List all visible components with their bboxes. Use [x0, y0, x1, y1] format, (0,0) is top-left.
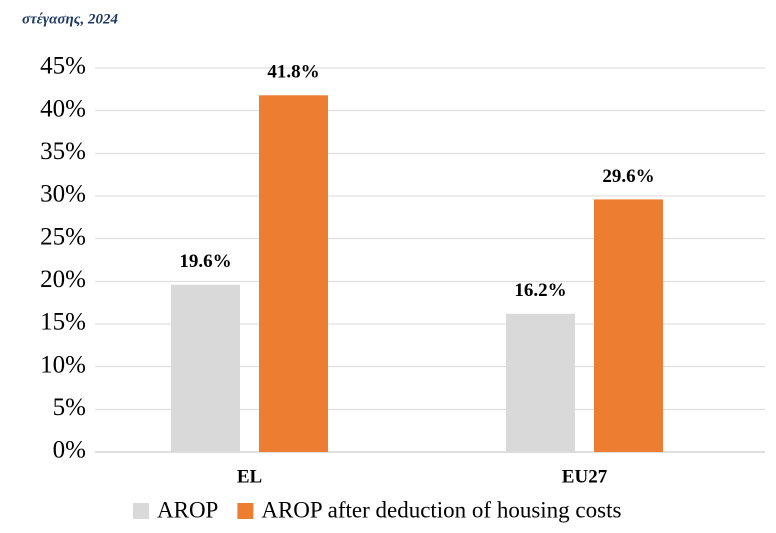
chart-title: στέγασης, 2024 — [22, 11, 118, 27]
bar — [171, 284, 240, 452]
legend-label: AROP — [157, 497, 218, 522]
y-tick-label: 20% — [40, 266, 86, 293]
value-label: 16.2% — [514, 280, 566, 301]
value-label: 19.6% — [179, 251, 231, 272]
legend-label: AROP after deduction of housing costs — [261, 497, 621, 522]
y-tick-label: 35% — [40, 138, 86, 165]
value-label: 29.6% — [602, 166, 654, 187]
bar — [594, 199, 663, 452]
legend-swatch — [237, 503, 254, 519]
y-tick-label: 25% — [40, 223, 86, 250]
x-tick-label: EU27 — [562, 466, 608, 487]
y-tick-label: 15% — [40, 309, 86, 336]
x-tick-label: EL — [237, 466, 262, 487]
y-tick-label: 10% — [40, 351, 86, 378]
y-tick-label: 45% — [40, 53, 86, 80]
y-tick-label: 5% — [53, 394, 86, 421]
bar — [259, 95, 328, 452]
y-tick-label: 40% — [40, 95, 86, 122]
bar — [506, 313, 575, 452]
legend-swatch — [133, 503, 149, 519]
y-tick-label: 0% — [53, 437, 86, 464]
value-label: 41.8% — [267, 62, 319, 83]
y-tick-label: 30% — [40, 181, 86, 208]
